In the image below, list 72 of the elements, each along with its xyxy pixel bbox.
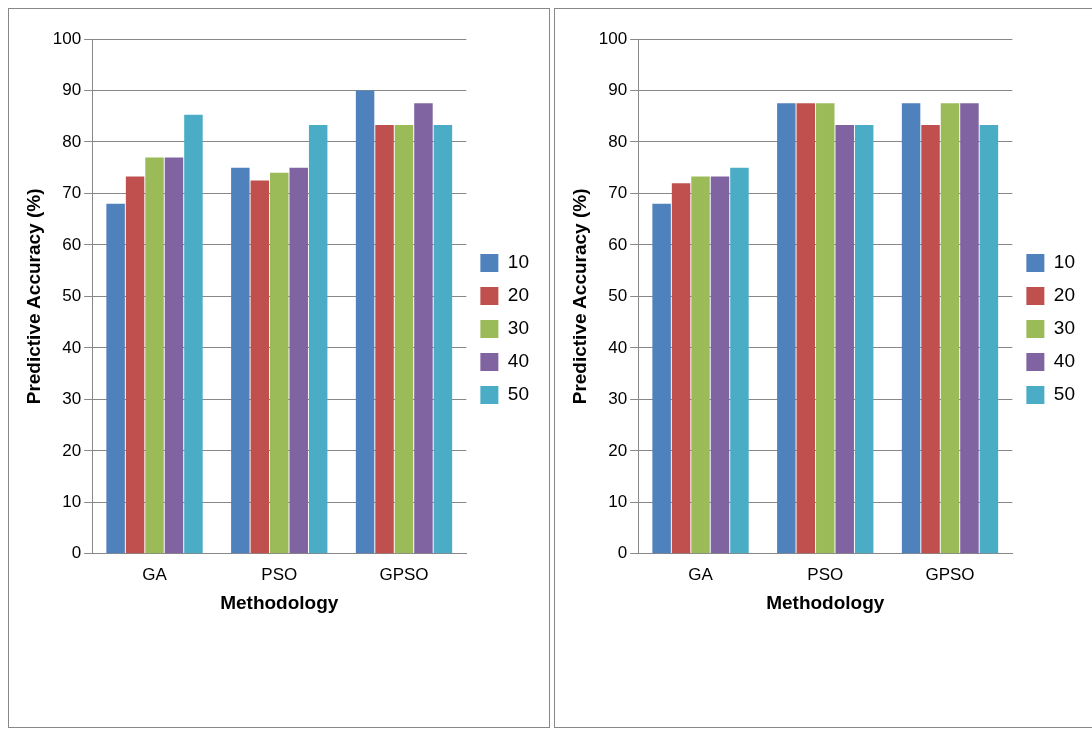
x-tick-label: PSO [261,564,298,584]
bar [777,103,796,554]
y-axis-title: Predictive Accuracy (%) [22,188,44,405]
bar [106,203,125,554]
bar [796,103,816,554]
y-tick-label: 100 [598,28,628,48]
bar [979,124,999,554]
y-tick-label: 0 [617,543,628,563]
x-tick-label: GPSO [925,564,975,584]
bar [164,157,184,554]
bar [394,124,414,554]
y-tick-label: 40 [62,337,82,357]
bar [652,203,671,554]
y-tick-label: 90 [62,80,82,100]
y-tick-label: 0 [71,543,82,563]
legend-label: 10 [1053,251,1076,273]
bar [355,90,375,554]
legend-label: 30 [507,317,530,339]
bar [308,124,328,554]
x-axis-title: Methodology [220,591,339,613]
bar [730,167,749,554]
y-tick-label: 90 [608,80,628,100]
bar [691,176,710,554]
legend-label: 50 [507,383,530,405]
legend-label: 40 [1053,350,1076,372]
bar [184,114,203,554]
bar [145,157,164,554]
y-axis-title: Predictive Accuracy (%) [568,188,590,405]
bar [710,176,730,554]
bar [816,103,835,554]
bar [289,167,308,554]
bar [960,103,979,554]
bar [231,167,250,554]
x-tick-label: GA [688,564,714,584]
y-tick-label: 20 [62,440,82,460]
bar [854,124,874,554]
bar [250,180,270,554]
x-tick-label: GPSO [379,564,429,584]
bar [940,103,960,554]
bar [835,124,854,554]
bar [433,124,453,554]
bar [375,124,394,554]
bar [125,176,145,554]
legend-label: 30 [1053,317,1076,339]
y-tick-label: 60 [608,234,628,254]
y-tick-label: 70 [62,183,82,203]
y-tick-label: 100 [52,28,82,48]
x-axis-title: Methodology [766,591,885,613]
x-tick-label: PSO [807,564,844,584]
y-tick-label: 50 [608,286,628,306]
y-tick-label: 70 [608,183,628,203]
bar [921,124,940,554]
y-tick-label: 10 [608,492,628,512]
y-tick-label: 10 [62,492,82,512]
y-tick-label: 60 [62,234,82,254]
legend-label: 20 [507,284,530,306]
y-tick-label: 80 [608,131,628,151]
y-tick-label: 50 [62,286,82,306]
legend-label: 50 [1053,383,1076,405]
y-tick-label: 40 [608,337,628,357]
legend-label: 20 [1053,284,1076,306]
y-tick-label: 30 [62,389,82,409]
bar [270,172,289,554]
bar [671,183,691,554]
y-tick-label: 30 [608,389,628,409]
y-tick-label: 20 [608,440,628,460]
legend-label: 10 [507,251,530,273]
bar [414,103,433,554]
legend-label: 40 [507,350,530,372]
bar [901,103,921,554]
y-tick-label: 80 [62,131,82,151]
x-tick-label: GA [142,564,168,584]
